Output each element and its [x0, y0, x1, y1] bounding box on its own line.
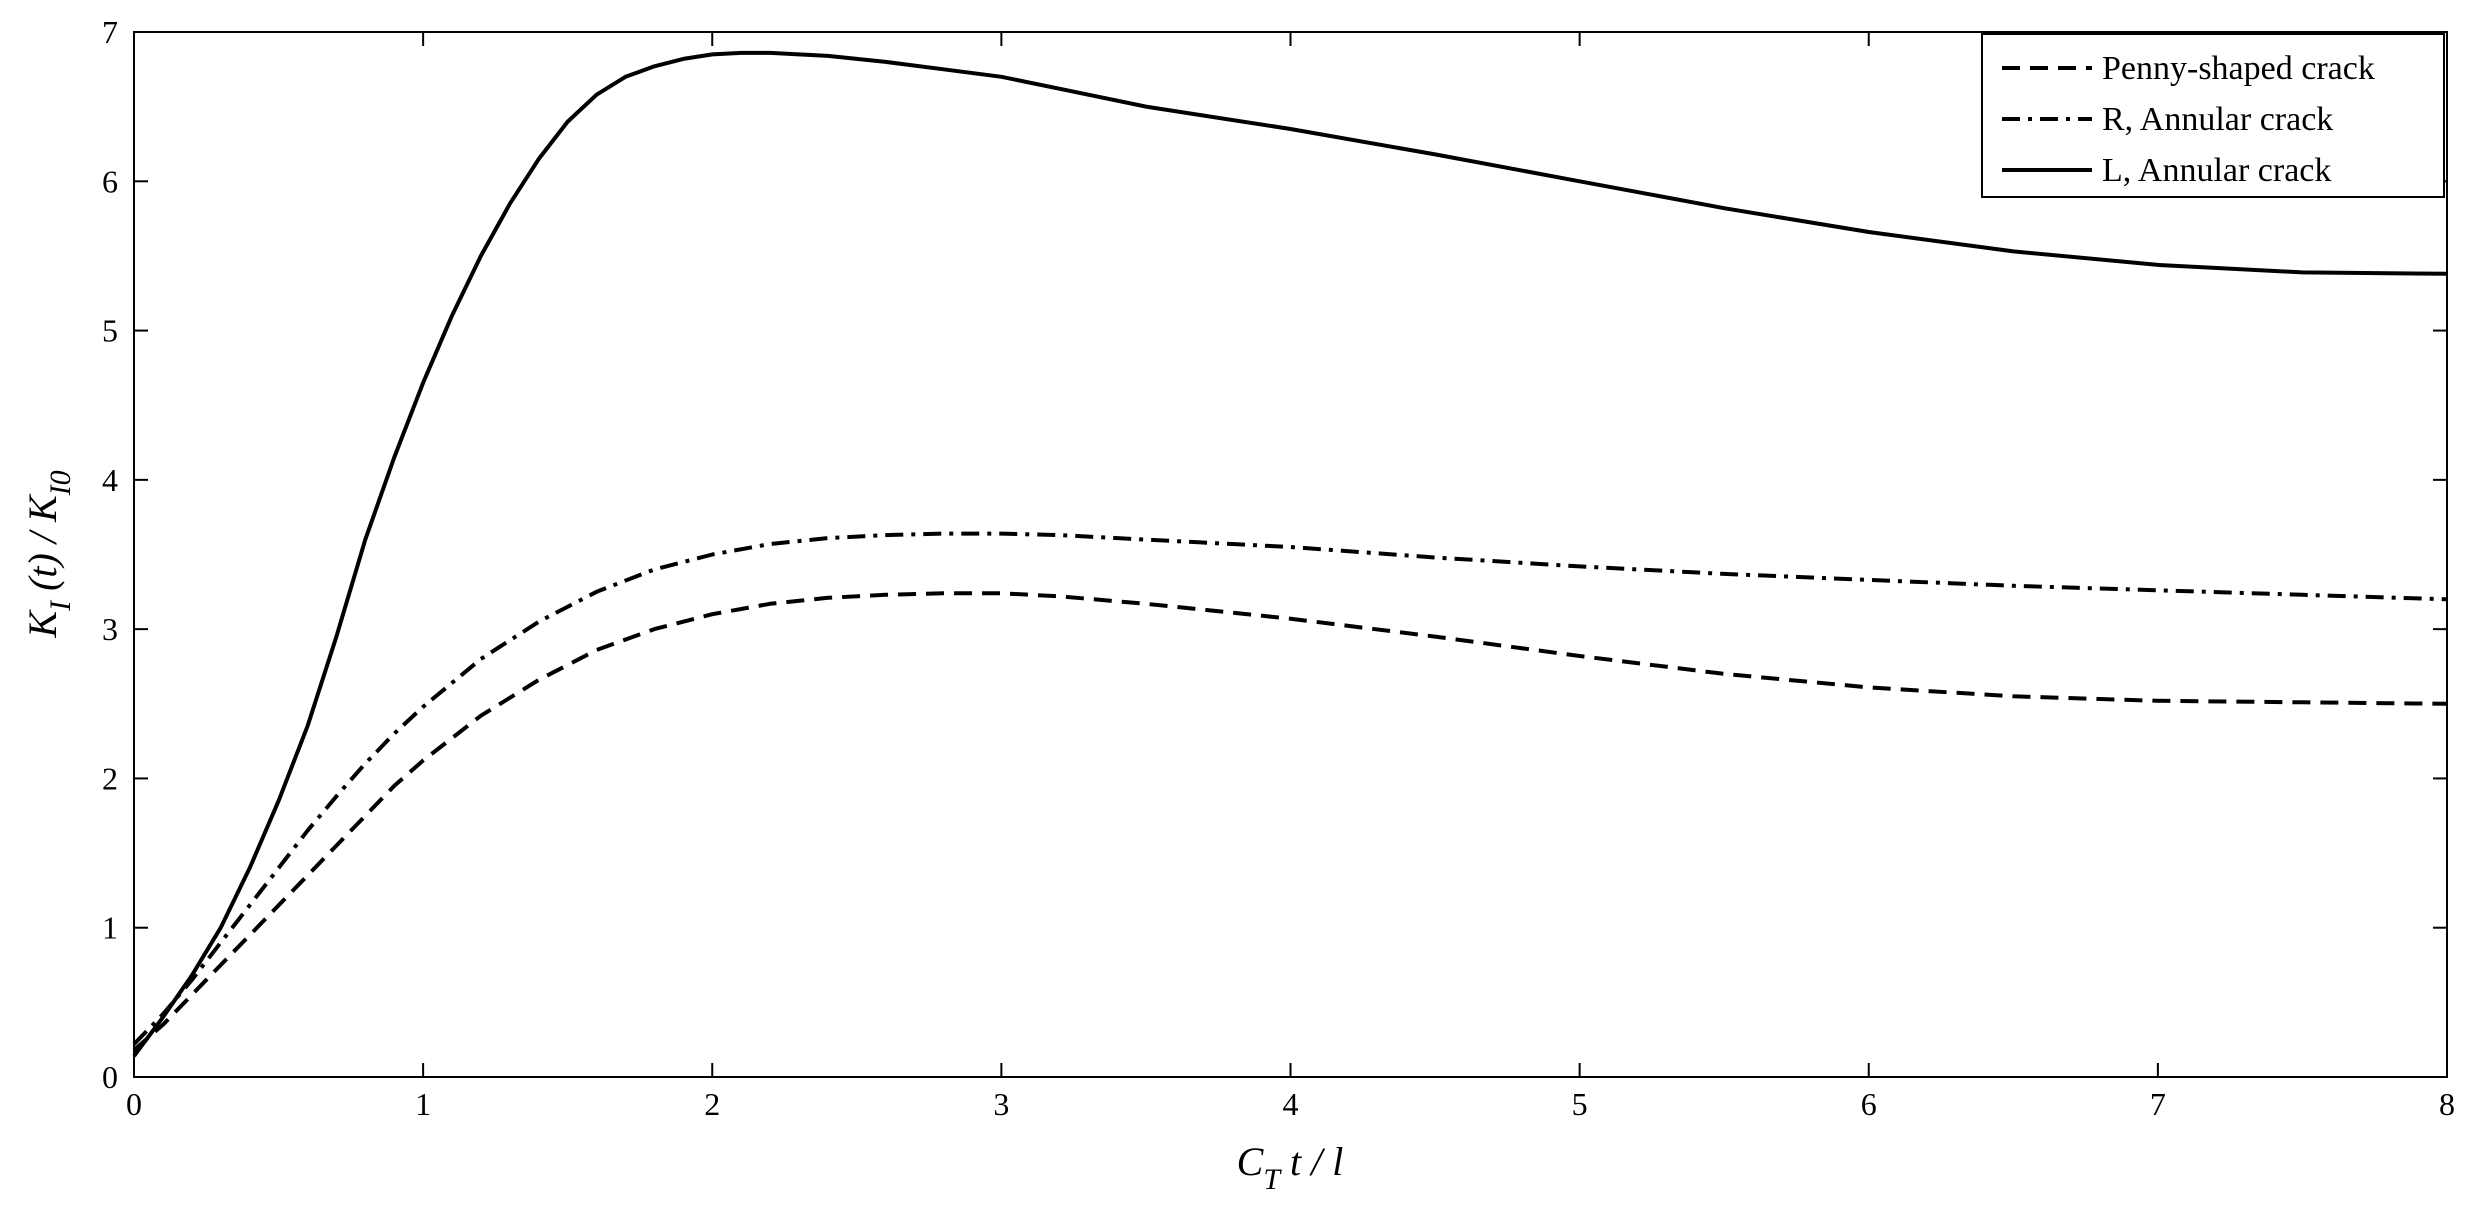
y-tick-label: 2	[102, 760, 118, 796]
series-line-2	[132, 50, 2448, 1058]
y-tick-label: 1	[102, 910, 118, 946]
y-tick-label: 7	[102, 14, 118, 50]
x-tick-label: 1	[415, 1086, 431, 1122]
x-tick-label: 2	[704, 1086, 720, 1122]
y-tick-label: 6	[102, 163, 118, 199]
x-tick-label: 6	[1861, 1086, 1877, 1122]
series-line-1	[132, 531, 2448, 1046]
series-line-0	[132, 591, 2448, 1052]
legend-label-2: L, Annular crack	[2102, 152, 2331, 189]
x-axis-label: CT t / l	[1237, 1139, 1344, 1196]
y-axis-label-subscript-2: I0	[44, 470, 77, 496]
legend-items: Penny-shaped crack R, Annular crack L, Ann…	[2002, 50, 2375, 189]
legend-label-1: R, Annular crack	[2102, 101, 2333, 138]
x-tick-label: 0	[126, 1086, 142, 1122]
y-tick-label: 0	[102, 1059, 118, 1095]
x-tick-label: 5	[1572, 1086, 1588, 1122]
y-axis-label: KI (t) / KI0	[20, 470, 77, 638]
y-tick-label: 4	[102, 462, 118, 498]
x-axis-label-subscript: T	[1263, 1163, 1282, 1196]
x-axis-ticks: 0 1 2 3 4 5 6 7 8	[126, 32, 2455, 1122]
x-tick-label: 4	[1283, 1086, 1299, 1122]
legend-label-0: Penny-shaped crack	[2102, 50, 2375, 87]
legend: Penny-shaped crack R, Annular crack L, Ann…	[1981, 33, 2445, 198]
y-tick-label: 5	[102, 313, 118, 349]
y-tick-label: 3	[102, 611, 118, 647]
x-tick-label: 8	[2439, 1086, 2455, 1122]
series-layer	[132, 50, 2448, 1058]
x-tick-label: 3	[993, 1086, 1009, 1122]
y-axis-label-subscript-1: I	[44, 599, 77, 612]
x-tick-label: 7	[2150, 1086, 2166, 1122]
y-axis-ticks: 0 1 2 3 4 5 6 7	[102, 14, 2447, 1095]
